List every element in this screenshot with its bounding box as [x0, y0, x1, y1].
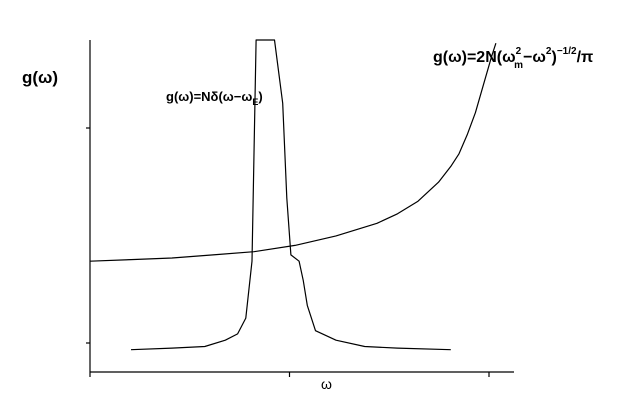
debye-label-exponent: −1/2 [557, 46, 577, 57]
debye-label-sup-1: 2 [516, 46, 522, 57]
delta-label-close: ) [258, 89, 262, 104]
debye-label-sup-2: 2 [546, 46, 552, 57]
delta-function-label: g(ω)=Nδ(ω−ωE) [166, 89, 263, 107]
debye-density-label: g(ω)=2N(ω2 m−ω2)−1/2/π [433, 46, 593, 71]
debye-label-paren: ) [551, 49, 556, 66]
series-layer [89, 39, 497, 351]
debye-label-sub-m: m [514, 60, 523, 71]
debye-label-main: g(ω)=2N(ω [433, 49, 516, 66]
delta-label-sub: E [252, 97, 258, 107]
y-axis-label: g(ω) [22, 68, 58, 87]
delta-function-curve [130, 39, 451, 351]
debye-label-suffix: /π [577, 49, 594, 66]
delta-label-main: g(ω)=Nδ(ω−ω [166, 89, 252, 104]
debye-density-curve [89, 43, 497, 262]
debye-label-middle: −ω [523, 49, 546, 66]
axes [86, 40, 514, 377]
x-axis-label: ω [321, 376, 332, 392]
